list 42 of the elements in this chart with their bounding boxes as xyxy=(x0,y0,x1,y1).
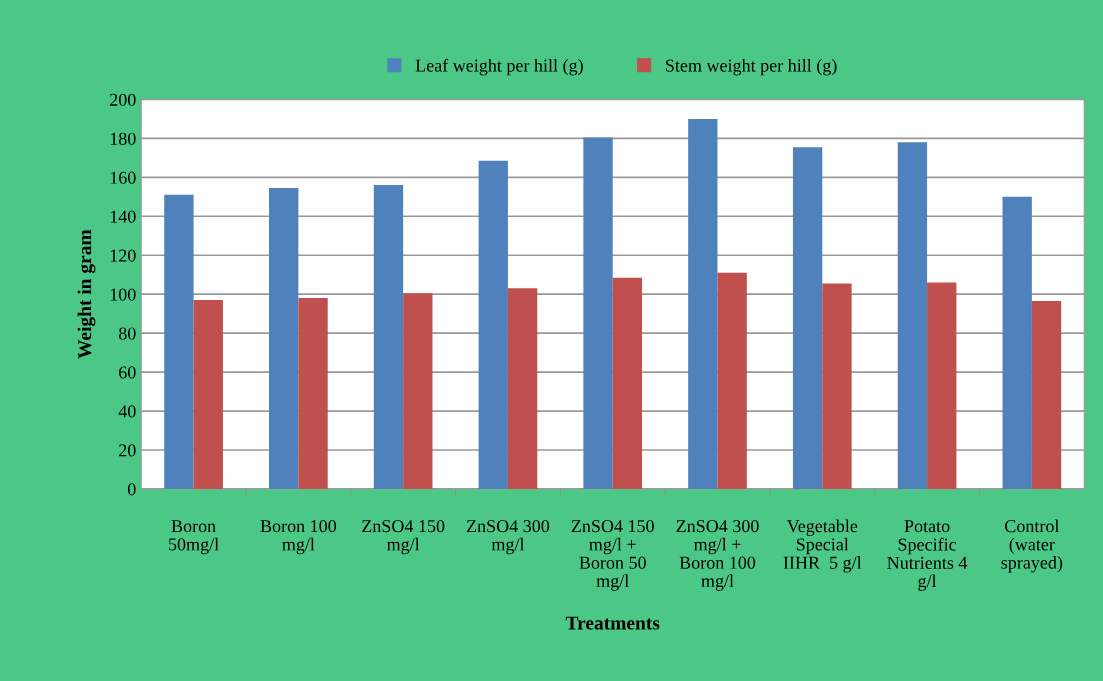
y-tick-label: 80 xyxy=(118,327,136,340)
bar xyxy=(298,298,328,489)
x-tick-label: ZnSO4 150 mg/l + Boron 50 mg/l xyxy=(571,520,654,591)
y-tick-label: 180 xyxy=(110,132,136,145)
x-tick-label: ZnSO4 150 mg/l xyxy=(362,520,445,555)
y-tick-label: 40 xyxy=(118,405,136,418)
x-tick-label: Boron 100 mg/l xyxy=(260,520,337,555)
bar xyxy=(822,283,852,489)
x-tick-label: Vegetable Special IIHR 5 g/l xyxy=(783,519,862,573)
legend-label: Leaf weight per hill (g) xyxy=(415,58,583,76)
x-tick-label: Potato Specific Nutrients 4 g/l xyxy=(887,520,968,591)
y-tick-label: 200 xyxy=(110,93,136,106)
bar xyxy=(792,147,823,489)
bar xyxy=(1002,196,1032,489)
bar xyxy=(507,288,538,489)
bar xyxy=(927,282,957,489)
bar xyxy=(717,272,747,489)
y-tick-label: 100 xyxy=(110,288,136,301)
x-tick-label: ZnSO4 300 mg/l + Boron 100 mg/l xyxy=(676,520,759,591)
bar xyxy=(478,160,508,489)
bar xyxy=(193,300,223,489)
bar xyxy=(269,188,299,489)
y-tick-label: 60 xyxy=(119,366,136,379)
y-tick-label: 20 xyxy=(119,444,136,457)
bar xyxy=(612,277,643,489)
bar xyxy=(1031,301,1062,489)
x-tick-label: ZnSO4 300 mg/l xyxy=(466,520,550,555)
bar xyxy=(897,142,928,489)
y-tick-label: 160 xyxy=(110,171,136,184)
legend-label: Stem weight per hill (g) xyxy=(666,58,837,76)
y-tick-label: 120 xyxy=(110,249,136,262)
x-tick-label: Control (water sprayed) xyxy=(1001,519,1063,573)
bar xyxy=(164,194,194,489)
bar xyxy=(403,293,433,489)
x-tick-label: Boron 50mg/l xyxy=(169,520,219,555)
y-tick-label: 140 xyxy=(110,210,136,223)
x-axis-title: Treatments xyxy=(565,616,660,630)
bar xyxy=(583,137,613,489)
y-tick-label: 0 xyxy=(127,483,136,496)
bar xyxy=(373,185,404,489)
bar xyxy=(688,118,718,489)
y-axis-title: Weight in gram xyxy=(77,229,96,359)
